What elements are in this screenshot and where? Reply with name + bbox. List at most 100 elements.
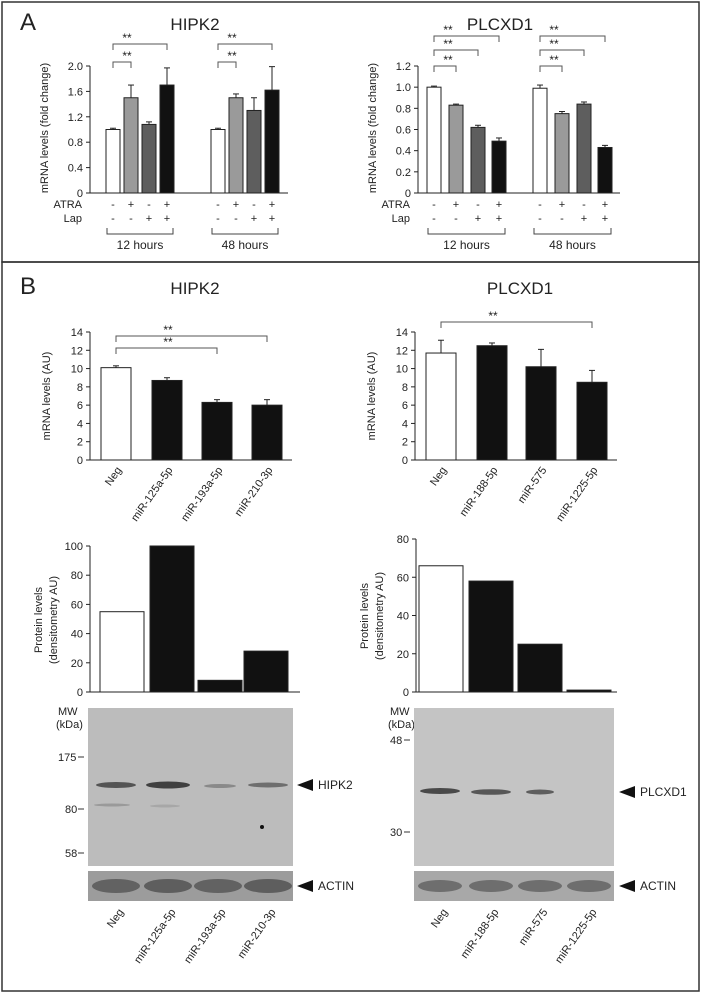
arrow-label-actin-plcxd1: ACTIN — [640, 879, 676, 893]
mw-marker-58: 58 — [65, 848, 77, 860]
significance-mark: ** — [443, 53, 453, 67]
atra-sign: - — [432, 199, 436, 211]
blot-hipk2: MW (kDa) 175 80 58 HIPK2 ACTIN N — [56, 706, 354, 966]
lap-sign: + — [496, 213, 502, 225]
band-plcxd1-neg — [420, 788, 460, 794]
atra-row-label: ATRA — [381, 199, 410, 211]
y-tick-label: 1.2 — [396, 61, 411, 73]
mw-label-plcxd1: MW — [390, 706, 410, 718]
significance-bracket — [539, 49, 585, 56]
chart-title: PLCXD1 — [467, 15, 533, 34]
significance-mark: ** — [443, 23, 453, 37]
blot-plcxd1-lane-labels: Neg miR-188-5p miR-575 miR-1225-5p — [429, 907, 599, 966]
significance-mark: ** — [227, 31, 237, 45]
significance-bracket — [433, 35, 500, 42]
blot-lane-label: miR-575 — [517, 907, 551, 948]
y-tick-label: 40 — [397, 611, 409, 623]
y-tick-label: 80 — [71, 570, 83, 582]
y-tick-label: 12 — [396, 345, 408, 357]
y-tick-label: 0.8 — [396, 103, 411, 115]
y-tick-label: 0 — [77, 687, 83, 699]
timepoint-bracket — [427, 228, 506, 235]
y-tick-label: 2.0 — [68, 61, 83, 73]
category-label: miR-210-3p — [233, 465, 276, 519]
lap-row-label: Lap — [392, 213, 410, 225]
lap-sign: + — [164, 213, 170, 225]
bar — [532, 87, 548, 194]
y-tick-label: 10 — [71, 364, 83, 376]
arrow-actin-hipk2-icon — [297, 880, 313, 892]
bar — [197, 679, 243, 693]
timepoint-label: 48 hours — [222, 238, 269, 252]
category-label: Neg — [428, 465, 449, 488]
significance-bracket — [433, 49, 479, 56]
bar — [476, 345, 508, 461]
timepoint-label: 48 hours — [549, 238, 596, 252]
atra-sign: + — [602, 199, 608, 211]
category-label: miR-575 — [516, 465, 550, 506]
blot-plcxd1-membrane — [414, 708, 614, 866]
chart-b-plcxd1-protein: 0 20 40 60 80 Protein levels (densitometry AU) — [359, 534, 617, 699]
y-tick-label: 1.6 — [68, 86, 83, 98]
lap-sign: + — [602, 213, 608, 225]
blot-lane-label: miR-1225-5p — [553, 907, 599, 966]
band-hipk2-125a — [146, 781, 190, 789]
kda-label-hipk2: (kDa) — [56, 719, 83, 731]
y-tick-label: 4 — [77, 418, 83, 430]
significance-bracket — [112, 61, 132, 68]
y-tick-label: 10 — [396, 364, 408, 376]
y-axis-label: mRNA levels (AU) — [41, 352, 53, 441]
y-axis-label: Protein levels — [359, 582, 371, 649]
panel-b-frame — [1, 261, 700, 992]
atra-sign: - — [476, 199, 480, 211]
y-axis-label-2: (densitometry AU) — [374, 572, 386, 660]
atra-sign: - — [582, 199, 586, 211]
lap-sign: - — [111, 213, 115, 225]
actin-band-p3 — [518, 880, 562, 892]
actin-band-3 — [194, 879, 242, 893]
bar — [151, 379, 183, 461]
significance-bracket — [115, 335, 268, 342]
atra-sign: - — [216, 199, 220, 211]
y-tick-label: 8 — [402, 382, 408, 394]
y-tick-label: 20 — [397, 649, 409, 661]
lap-sign: - — [432, 213, 436, 225]
y-tick-label: 60 — [71, 599, 83, 611]
arrow-label-actin-hipk2: ACTIN — [318, 879, 354, 893]
y-tick-label: 0 — [77, 455, 83, 467]
bar — [228, 97, 244, 194]
y-tick-label: 6 — [402, 400, 408, 412]
y-tick-label: 100 — [65, 541, 83, 553]
lap-sign: + — [251, 213, 257, 225]
bar — [468, 580, 514, 693]
actin-band-p4 — [567, 880, 611, 892]
significance-bracket — [433, 65, 457, 72]
blot-lane-label: Neg — [429, 907, 450, 930]
band-hipk2-neg — [96, 782, 136, 788]
y-tick-label: 0 — [403, 687, 409, 699]
bar — [554, 113, 570, 194]
y-tick-label: 2 — [402, 437, 408, 449]
y-tick-label: 80 — [397, 534, 409, 546]
bar — [141, 123, 157, 194]
significance-bracket — [217, 61, 237, 68]
actin-band-1 — [92, 879, 140, 893]
band-hipk2-210 — [248, 782, 288, 788]
significance-mark: ** — [163, 335, 173, 349]
mw-label-hipk2: MW — [58, 706, 78, 718]
arrow-label-hipk2: HIPK2 — [318, 778, 353, 792]
atra-sign: + — [233, 199, 239, 211]
atra-sign: + — [559, 199, 565, 211]
bar — [426, 86, 442, 194]
lap-sign: - — [216, 213, 220, 225]
y-tick-label: 0.6 — [396, 125, 411, 137]
y-axis-label-2: (densitometry AU) — [48, 576, 60, 664]
atra-sign: - — [252, 199, 256, 211]
lap-sign: + — [269, 213, 275, 225]
y-tick-label: 0 — [405, 188, 411, 200]
significance-mark: ** — [549, 23, 559, 37]
arrow-label-plcxd1: PLCXD1 — [640, 785, 687, 799]
significance-bracket — [217, 43, 273, 50]
bar — [491, 140, 507, 194]
